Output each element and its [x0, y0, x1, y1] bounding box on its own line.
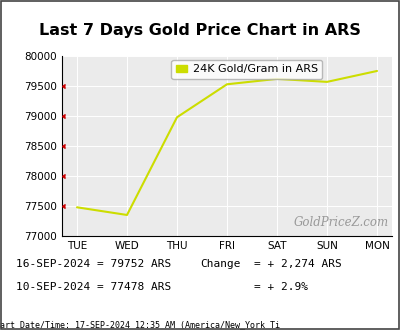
Text: 16-SEP-2024 = 79752 ARS: 16-SEP-2024 = 79752 ARS	[16, 259, 171, 269]
Text: Change: Change	[200, 259, 240, 269]
Text: 10-SEP-2024 = 77478 ARS: 10-SEP-2024 = 77478 ARS	[16, 282, 171, 292]
Legend: 24K Gold/Gram in ARS: 24K Gold/Gram in ARS	[172, 60, 322, 79]
Text: = + 2.9%: = + 2.9%	[254, 282, 308, 292]
Text: GoldPriceZ.com: GoldPriceZ.com	[294, 216, 389, 229]
Text: Last 7 Days Gold Price Chart in ARS: Last 7 Days Gold Price Chart in ARS	[39, 23, 361, 38]
Text: = + 2,274 ARS: = + 2,274 ARS	[254, 259, 342, 269]
Text: art Date/Time: 17-SEP-2024 12:35 AM (America/New_York Ti: art Date/Time: 17-SEP-2024 12:35 AM (Ame…	[0, 320, 280, 329]
